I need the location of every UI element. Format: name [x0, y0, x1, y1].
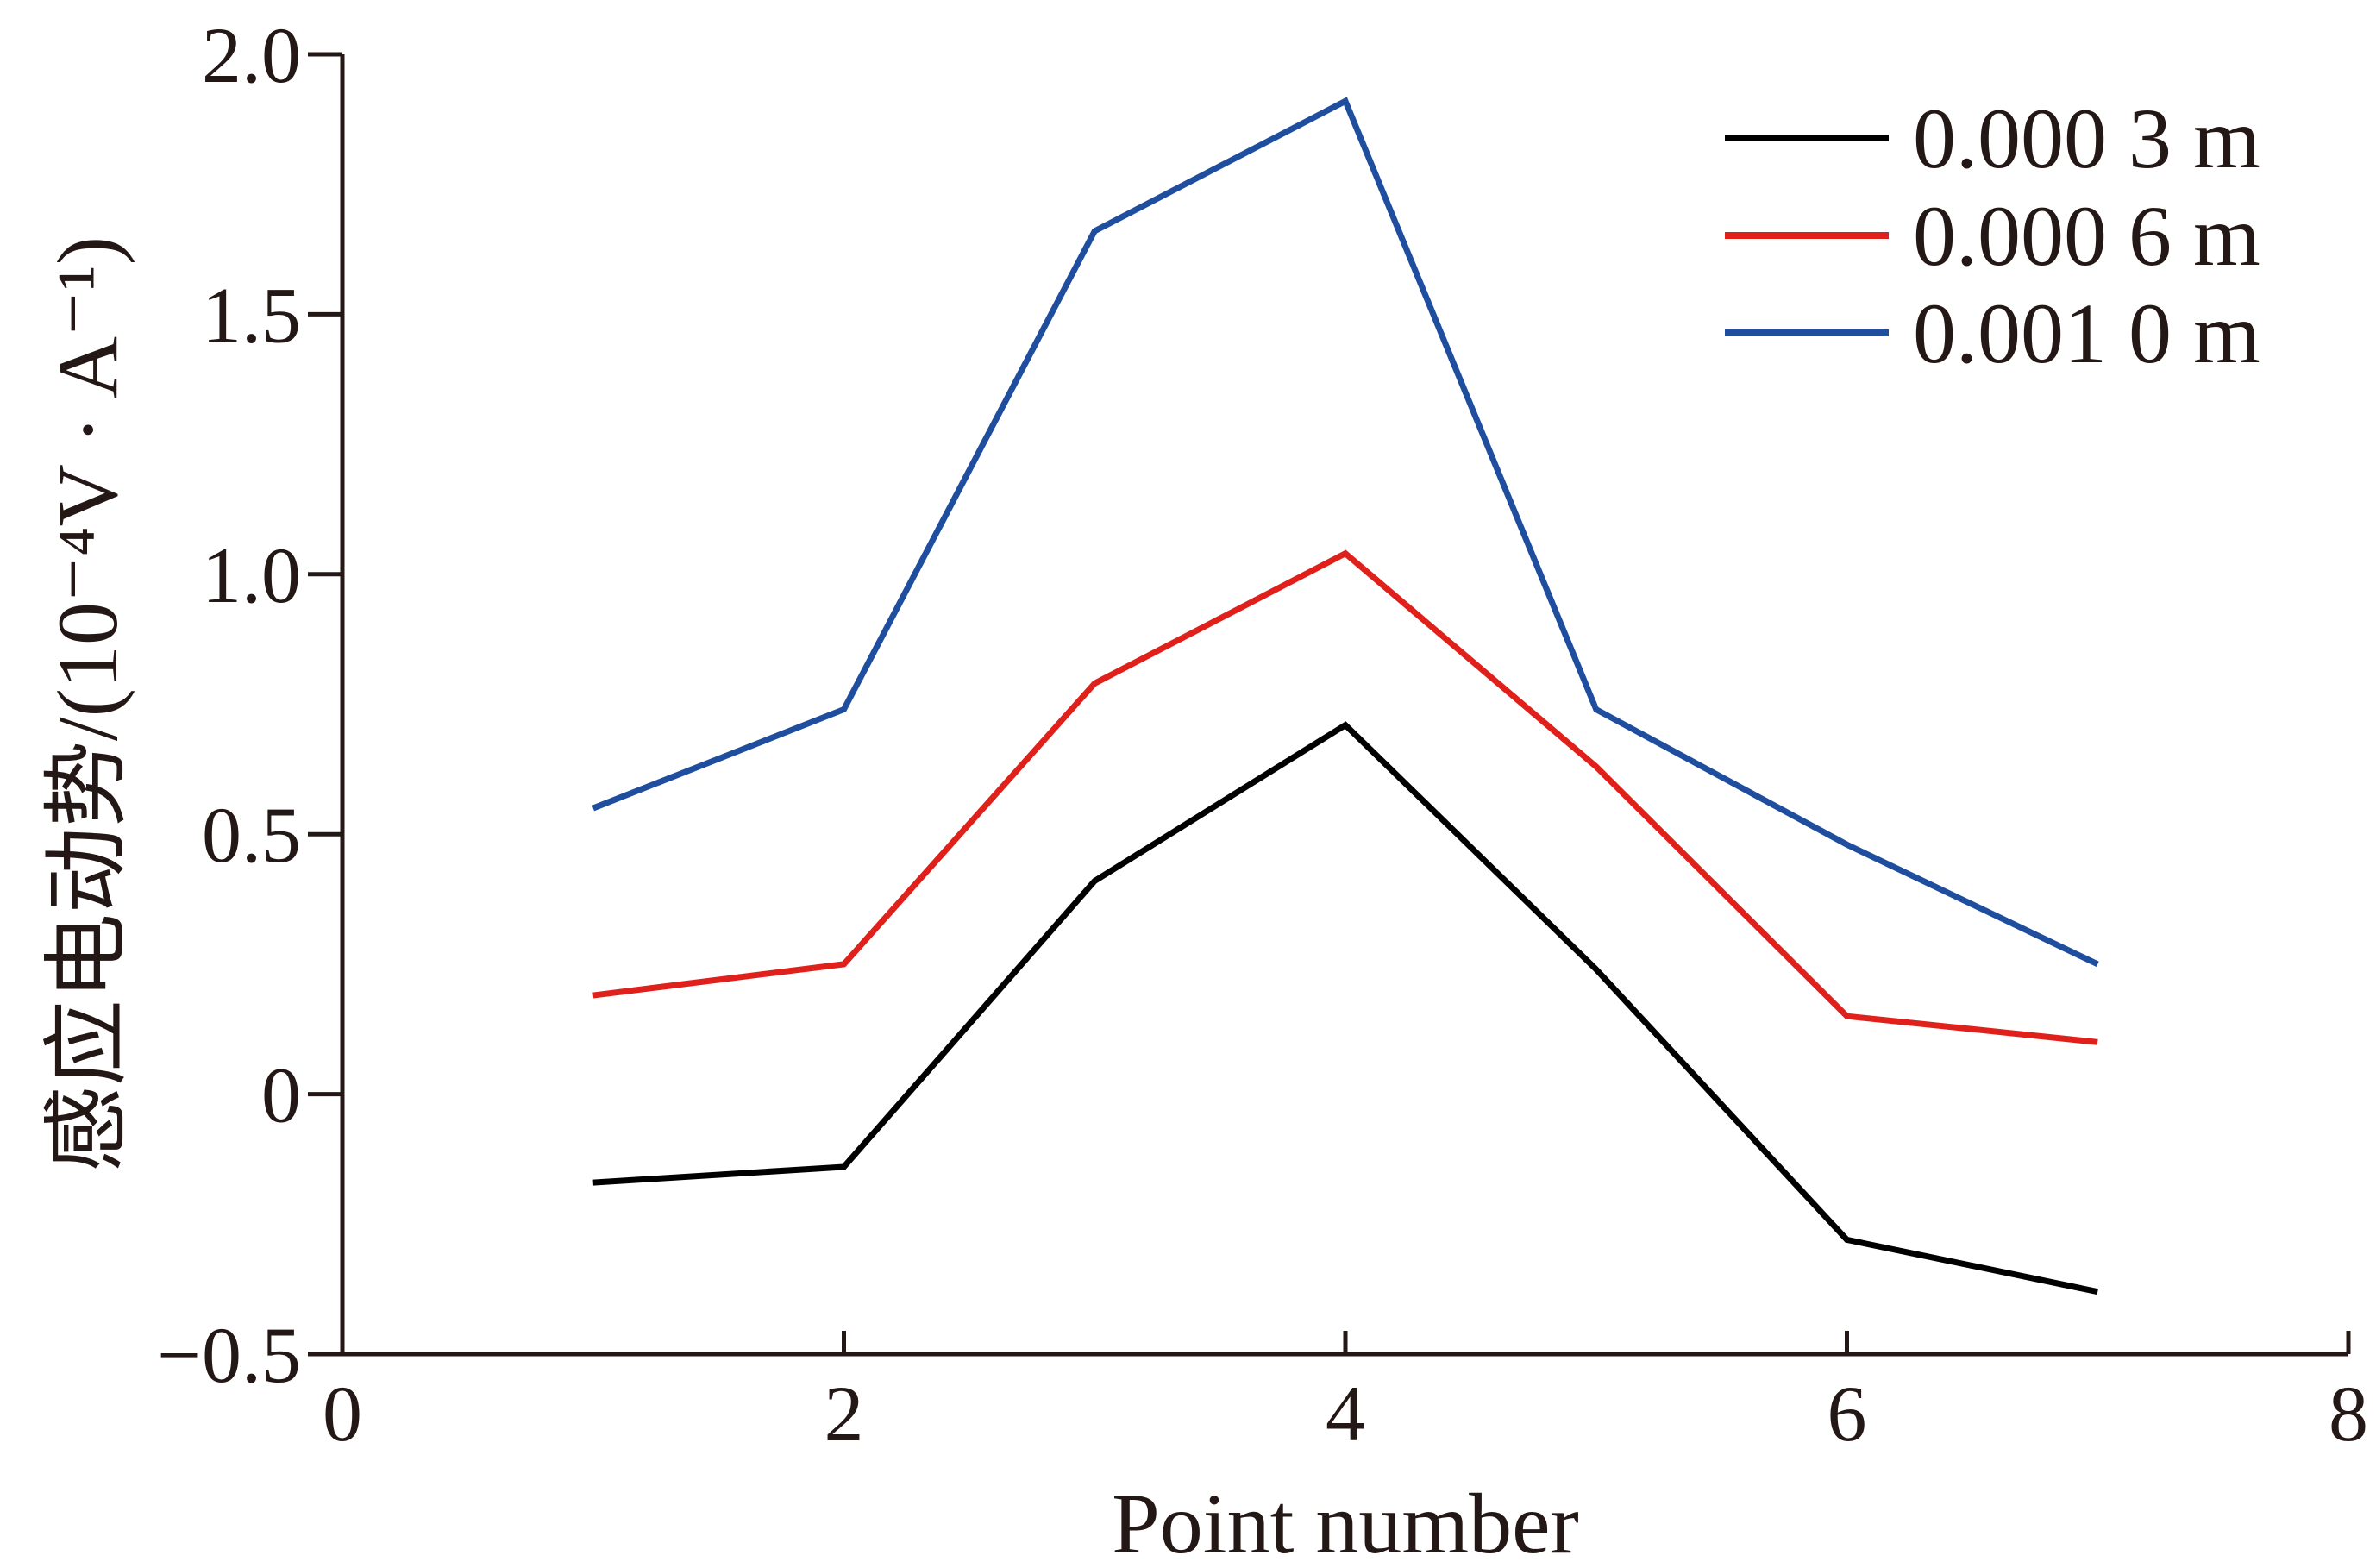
series-line-2 — [592, 549, 2098, 1045]
x-axis-title: Point number — [1112, 1476, 1579, 1568]
y-tick-label: 1.0 — [202, 531, 301, 619]
x-tick-label: 6 — [1827, 1370, 1867, 1458]
x-tick-label: 4 — [1326, 1370, 1365, 1458]
legend-label-2: 0.000 6 m — [1913, 188, 2260, 284]
legend-label-3: 0.001 0 m — [1913, 285, 2260, 381]
legend-label-1: 0.000 3 m — [1913, 91, 2260, 186]
y-tick-label: 1.5 — [202, 271, 301, 359]
y-axis-title: 感应电动势/(10⁻⁴V · A⁻¹) — [40, 236, 135, 1172]
y-tick-label: 0 — [261, 1051, 301, 1139]
series-lines — [592, 97, 2099, 1295]
series-line-3 — [592, 97, 2099, 968]
x-tick-label: 2 — [824, 1370, 864, 1458]
y-tick-label: −0.5 — [157, 1311, 301, 1399]
y-tick-label: 2.0 — [202, 11, 301, 99]
y-tick-label: 0.5 — [202, 791, 301, 879]
ticks: −0.500.51.01.52.00 2 4 6 8 — [157, 11, 2368, 1458]
x-tick-label: 8 — [2329, 1370, 2368, 1458]
legend: 0.000 3 m0.000 6 m0.001 0 m — [1725, 91, 2260, 381]
series-line-1 — [592, 721, 2098, 1295]
x-tick-label: 0 — [323, 1370, 362, 1458]
